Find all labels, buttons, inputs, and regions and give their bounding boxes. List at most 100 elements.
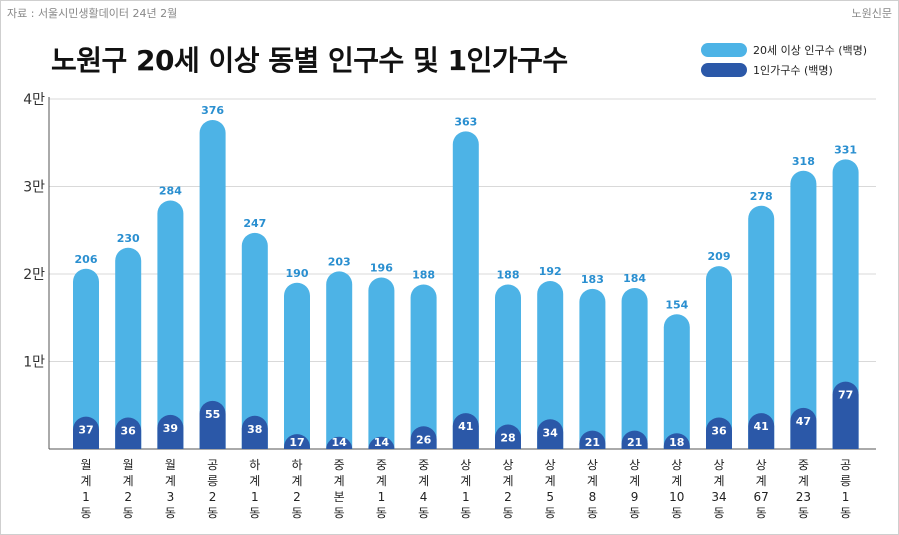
bar-population-1 xyxy=(115,247,142,449)
value-label-population-6: 203 xyxy=(328,255,351,268)
value-label-households-11: 34 xyxy=(543,426,559,439)
x-category-label-part: 계 xyxy=(502,474,513,488)
x-category-label-part: 동 xyxy=(587,506,598,520)
bar-population-2 xyxy=(157,200,184,449)
x-category-label-part: 계 xyxy=(587,474,598,488)
bar-population-7 xyxy=(368,277,395,449)
bar-population-9 xyxy=(452,131,479,449)
bar-households-4 xyxy=(241,415,268,449)
x-category-label-part: 하 xyxy=(291,458,302,472)
x-category-label-part: 2 xyxy=(124,490,132,504)
x-category-label-part: 상 xyxy=(713,458,724,472)
legend-swatch-households xyxy=(701,62,747,77)
value-label-population-14: 154 xyxy=(665,298,688,311)
value-label-population-5: 190 xyxy=(286,267,309,280)
value-label-population-3: 376 xyxy=(201,104,224,117)
legend-label-population: 20세 이상 인구수 (백명) xyxy=(753,43,868,57)
x-category-label-part: 본 xyxy=(334,490,345,504)
value-label-households-18: 77 xyxy=(838,389,853,402)
bar-households-0 xyxy=(73,416,99,449)
x-category-label-17: 중 계 23 동 xyxy=(796,458,811,520)
x-category-label-part: 계 xyxy=(376,474,387,488)
x-category-label-part: 23 xyxy=(796,490,811,504)
x-category-label-part: 중 xyxy=(376,458,387,472)
x-category-label-part: 동 xyxy=(376,506,387,520)
value-label-households-14: 18 xyxy=(669,436,684,449)
bar-households-7 xyxy=(368,436,395,449)
bar-households-6 xyxy=(326,436,353,449)
x-category-label-part: 계 xyxy=(165,474,176,488)
y-tick-label-2: 3만 xyxy=(23,180,45,196)
x-category-label-part: 8 xyxy=(589,490,597,504)
bar-households-2 xyxy=(157,414,184,449)
value-label-population-2: 284 xyxy=(159,185,182,198)
x-category-label-part: 동 xyxy=(460,506,471,520)
x-category-label-part: 동 xyxy=(756,506,767,520)
value-label-households-13: 21 xyxy=(627,436,642,449)
x-category-label-part: 계 xyxy=(713,474,724,488)
x-category-label-part: 1 xyxy=(462,490,470,504)
x-category-label-part: 동 xyxy=(671,506,682,520)
value-label-households-17: 47 xyxy=(796,415,811,428)
bar-population-14 xyxy=(663,314,690,449)
value-label-households-8: 26 xyxy=(416,433,432,446)
legend: 20세 이상 인구수 (백명) 1인가구수 (백명) xyxy=(701,41,867,81)
bar-population-11 xyxy=(537,281,564,449)
value-label-households-0: 37 xyxy=(78,424,93,437)
bar-population-18 xyxy=(832,159,859,449)
x-category-label-part: 5 xyxy=(546,490,554,504)
x-category-label-part: 공 xyxy=(207,458,218,472)
bar-population-16 xyxy=(748,205,775,449)
value-label-households-6: 14 xyxy=(332,436,348,449)
x-category-label-part: 계 xyxy=(249,474,260,488)
x-category-label-part: 중 xyxy=(334,458,345,472)
value-label-households-16: 41 xyxy=(754,420,769,433)
x-category-label-part: 계 xyxy=(798,474,809,488)
value-label-households-1: 36 xyxy=(121,425,137,438)
value-label-households-5: 17 xyxy=(289,436,304,449)
x-category-label-part: 2 xyxy=(504,490,512,504)
value-label-population-13: 184 xyxy=(623,272,646,285)
x-category-label-part: 상 xyxy=(671,458,682,472)
bar-households-12 xyxy=(579,430,606,449)
x-category-label-part: 계 xyxy=(418,474,429,488)
x-category-label-part: 상 xyxy=(587,458,598,472)
value-label-population-11: 192 xyxy=(539,265,562,278)
value-label-population-15: 209 xyxy=(708,250,731,263)
x-category-label-part: 4 xyxy=(420,490,428,504)
x-category-label-part: 동 xyxy=(713,506,724,520)
bar-households-3 xyxy=(199,400,226,449)
x-category-label-part: 상 xyxy=(629,458,640,472)
x-category-label-part: 계 xyxy=(629,474,640,488)
bar-households-18 xyxy=(832,381,859,449)
x-category-label-part: 계 xyxy=(756,474,767,488)
x-category-label-part: 계 xyxy=(671,474,682,488)
x-category-label-part: 중 xyxy=(418,458,429,472)
x-category-label-part: 계 xyxy=(334,474,345,488)
x-category-label-part: 월 xyxy=(165,458,176,472)
x-category-label-part: 동 xyxy=(123,506,134,520)
legend-item-households: 1인가구수 (백명) xyxy=(701,61,867,78)
x-category-label-part: 67 xyxy=(754,490,769,504)
legend-label-households: 1인가구수 (백명) xyxy=(753,63,833,77)
bar-population-12 xyxy=(579,288,606,449)
value-label-population-7: 196 xyxy=(370,262,393,275)
x-category-label-part: 동 xyxy=(80,506,91,520)
chart-title: 노원구 20세 이상 동별 인구수 및 1인가구수 xyxy=(51,44,568,77)
x-category-label-part: 계 xyxy=(80,474,91,488)
value-label-households-3: 55 xyxy=(205,408,220,421)
x-category-label-part: 동 xyxy=(502,506,513,520)
x-category-label-part: 동 xyxy=(798,506,809,520)
bar-households-8 xyxy=(410,426,437,449)
y-tick-label-0: 1만 xyxy=(23,355,45,371)
x-category-label-part: 동 xyxy=(545,506,556,520)
value-label-population-12: 183 xyxy=(581,273,604,286)
